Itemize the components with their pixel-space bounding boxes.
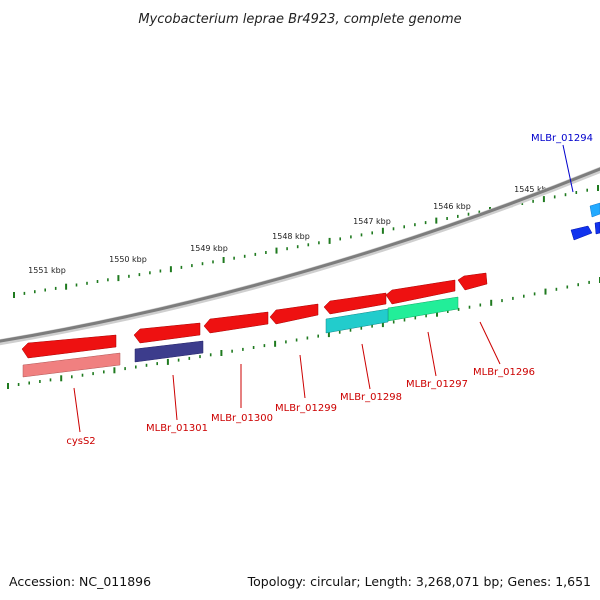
gene-arrow-forward-2[interactable]	[594, 221, 600, 235]
leader-MLBr_01294	[562, 144, 574, 193]
feature-bar-MLBr_01301[interactable]	[134, 340, 204, 363]
gene-label-cysS2[interactable]: cysS2	[66, 436, 95, 447]
leader-MLBr_01301	[172, 374, 178, 421]
accession-text: Accession: NC_011896	[9, 574, 151, 589]
gene-label-MLBr_01301[interactable]: MLBr_01301	[146, 423, 208, 434]
inner-ruler	[7, 277, 600, 389]
tick-label-1551: 1551 kbp	[28, 266, 66, 275]
gene-label-MLBr_01297[interactable]: MLBr_01297	[406, 379, 468, 390]
tick-label-1548: 1548 kbp	[272, 232, 310, 241]
gene-arrow-MLBr_01296[interactable]	[457, 272, 488, 291]
gene-label-MLBr_01300[interactable]: MLBr_01300	[211, 413, 273, 424]
gene-arrow-MLBr_01300[interactable]	[203, 311, 269, 334]
tick-label-1549: 1549 kbp	[190, 244, 228, 253]
genome-backbone	[0, 166, 600, 346]
genome-summary-text: Topology: circular; Length: 3,268,071 bp…	[247, 574, 591, 589]
gene-label-MLBr_01294[interactable]: MLBr_01294	[531, 133, 593, 144]
gene-arrow-cysS2[interactable]	[21, 334, 117, 359]
leader-MLBr_01297	[427, 331, 437, 377]
feature-bar-cysS2[interactable]	[22, 352, 121, 378]
leader-MLBr_01298	[361, 343, 371, 390]
gene-label-MLBr_01298[interactable]: MLBr_01298	[340, 392, 402, 403]
gene-arrow-MLBr_01297[interactable]	[385, 279, 456, 305]
gene-arrow-MLBr_01299[interactable]	[269, 303, 319, 325]
tick-label-1546: 1546 kbp	[433, 202, 471, 211]
gene-label-MLBr_01299[interactable]: MLBr_01299	[275, 403, 337, 414]
gene-arrow-MLBr_01294[interactable]	[589, 202, 600, 218]
reverse-genes-row1	[21, 272, 488, 359]
tick-label-1545: 1545 kbp	[514, 185, 552, 194]
label-leaders	[73, 144, 574, 433]
gene-arrow-forward-1[interactable]	[570, 225, 593, 241]
ruler-labels: 1545 kbp 1546 kbp 1547 kbp 1548 kbp 1549…	[28, 185, 552, 275]
leader-MLBr_01299	[299, 354, 306, 399]
tick-label-1550: 1550 kbp	[109, 255, 147, 264]
map-title: Mycobacterium leprae Br4923, complete ge…	[138, 12, 461, 27]
leader-MLBr_01296	[479, 321, 501, 365]
gene-label-MLBr_01296[interactable]: MLBr_01296	[473, 367, 535, 378]
gene-arrow-MLBr_01298[interactable]	[323, 292, 387, 315]
gene-labels: MLBr_01294 MLBr_01296 MLBr_01297 MLBr_01…	[66, 133, 593, 447]
forward-genes	[570, 202, 600, 241]
gene-arrow-MLBr_01301[interactable]	[133, 322, 201, 344]
leader-cysS2	[73, 387, 81, 433]
tick-label-1547: 1547 kbp	[353, 217, 391, 226]
feature-bar-MLBr_01298[interactable]	[325, 308, 389, 334]
reverse-genes-row2	[22, 296, 459, 378]
outer-ruler	[13, 185, 599, 298]
